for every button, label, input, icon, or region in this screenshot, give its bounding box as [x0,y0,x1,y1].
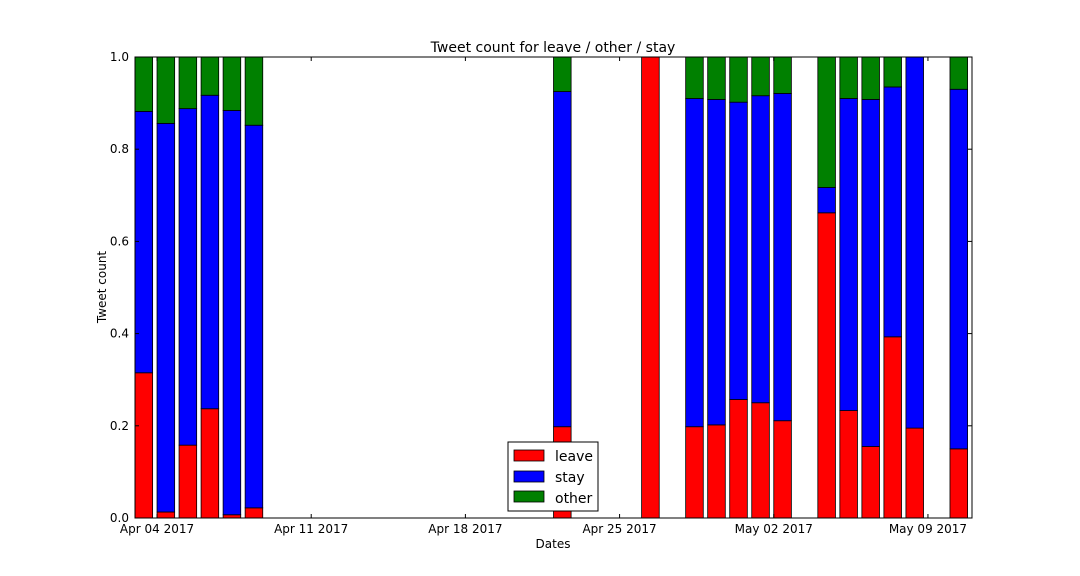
bar-leave [773,420,792,519]
x-tick-label: May 09 2017 [889,522,967,536]
bar-stay [883,86,902,338]
bar-other [839,56,858,99]
x-tick-label: May 02 2017 [735,522,813,536]
bar-other [222,56,242,111]
y-tick-label: 0.0 [110,511,129,525]
bar-leave [685,426,704,519]
bar-leave [178,444,198,519]
bars-layer [134,56,968,519]
legend: leave stay other [507,441,599,512]
bar-leave [905,427,924,519]
bar-other [817,56,836,188]
y-tick-label: 0.4 [110,327,129,341]
bar-other [200,56,220,96]
bar-leave [244,507,264,519]
bar-other [244,56,264,126]
ticks-layer: 0.0 0.2 0.4 0.6 0.8 1.0 Apr 04 2017 Apr 11 2017… [110,50,972,536]
bar-other [134,56,154,112]
bar-stay [178,108,198,446]
bar-leave [729,399,748,519]
bar-leave [200,408,220,519]
x-tick-label: Apr 25 2017 [582,522,656,536]
bar-leave [707,424,726,519]
bar-other [685,56,704,99]
bar-other [178,56,198,110]
bar-leave [751,402,770,519]
legend-label-stay: stay [555,470,585,486]
chart-title: Tweet count for leave / other / stay [430,40,676,56]
x-axis-title: Dates [536,537,571,551]
bar-other [156,56,176,124]
bar-stay [905,56,924,429]
y-axis-title: Tweet count [95,251,109,325]
bar-leave [861,446,880,519]
bar-stay [685,98,704,428]
bar-other [861,56,880,100]
bar-stay [553,91,572,428]
legend-label-leave: leave [555,449,593,465]
bar-stay [839,98,858,411]
bar-stay [861,99,880,447]
bar-stay [751,95,770,404]
x-tick-label: Apr 04 2017 [120,522,194,536]
bar-stay [729,101,748,400]
bar-leave [156,511,176,519]
legend-swatch-leave [513,449,545,462]
bar-leave [134,372,154,519]
x-tick-label: Apr 18 2017 [428,522,502,536]
legend-label-other: other [555,491,593,507]
bar-stay [244,124,264,509]
bar-other [773,56,792,94]
bar-stay [222,110,242,516]
bar-other [751,56,770,97]
bar-other [553,56,572,92]
y-tick-label: 1.0 [110,50,129,64]
plot-frame [134,56,973,519]
bar-leave [641,56,660,519]
bar-stay [707,99,726,426]
bar-stay [949,88,968,450]
bar-leave [949,448,968,519]
bar-stay [773,93,792,422]
bar-leave [839,410,858,519]
y-tick-label: 0.2 [110,419,129,433]
bar-stay [817,187,836,214]
bar-other [883,56,902,88]
bar-stay [200,94,220,410]
bar-other [949,56,968,90]
bar-other [729,56,748,103]
y-tick-label: 0.6 [110,234,129,248]
bar-stay [156,122,176,513]
legend-swatch-other [513,490,545,503]
y-tick-label: 0.8 [110,142,129,156]
bar-leave [883,336,902,519]
bar-leave [817,212,836,519]
bar-other [707,56,726,100]
legend-swatch-stay [513,470,545,483]
x-tick-label: Apr 11 2017 [274,522,348,536]
